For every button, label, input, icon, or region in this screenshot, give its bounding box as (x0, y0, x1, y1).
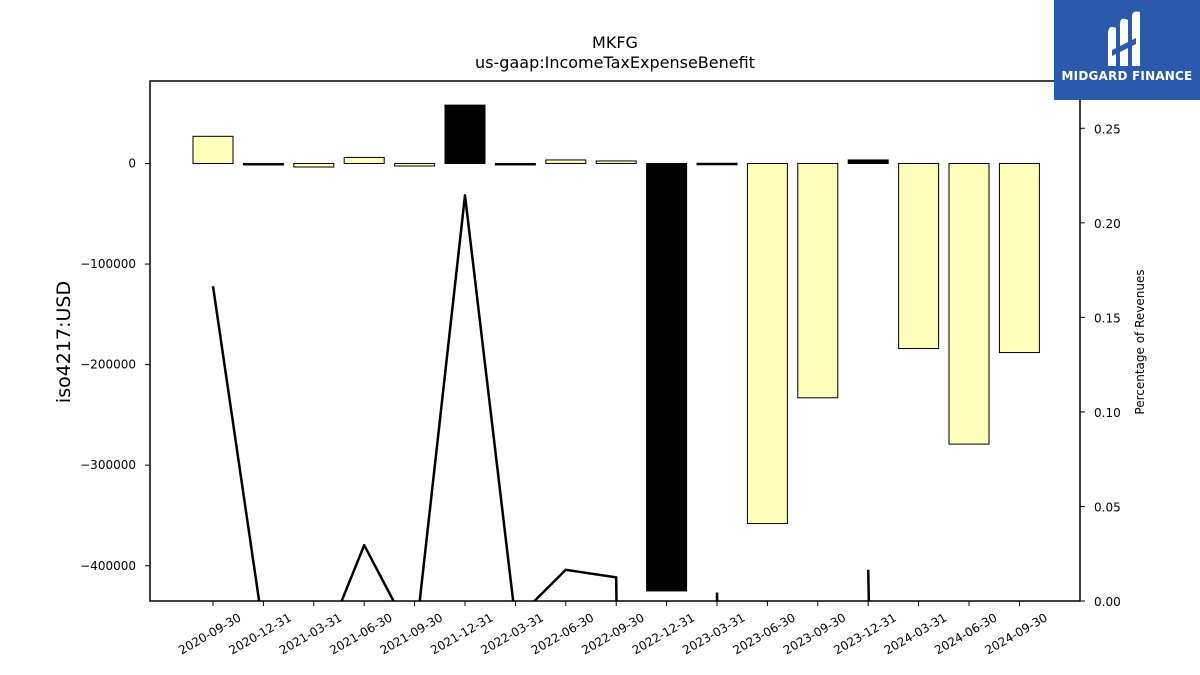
bar-2023-09-30 (797, 162, 839, 399)
bar-2021-03-31 (293, 162, 335, 168)
plot-frame (149, 80, 1081, 602)
chart-title: MKFG (592, 33, 638, 52)
bar-2020-12-31 (242, 162, 284, 166)
logo-text: MIDGARD FINANCE (1061, 69, 1193, 83)
midgard-logo-icon (1108, 11, 1140, 67)
y2-tick-label: 0.15 (1094, 311, 1121, 325)
bar-2023-03-31 (696, 162, 738, 166)
bar-2022-09-30 (595, 160, 637, 164)
bar-2022-12-31 (646, 162, 688, 592)
y2-axis-label: Percentage of Revenues (1133, 269, 1147, 414)
bar-2022-06-30 (545, 159, 587, 164)
bar-2021-09-30 (394, 162, 436, 167)
midgard-finance-logo: MIDGARD FINANCE (1054, 0, 1200, 100)
percentage-line-segment-1 (340, 543, 395, 601)
percentage-line-segment-2 (418, 194, 515, 601)
bars-layer (192, 104, 1040, 592)
y-tick-label: −200000 (80, 358, 136, 372)
y2-tick-label: 0.10 (1094, 406, 1121, 420)
bar-2024-06-30 (948, 162, 990, 445)
bar-2023-12-31 (847, 159, 889, 164)
percentage-line-segment-3 (532, 568, 618, 601)
bar-2020-09-30 (192, 135, 234, 164)
percentage-line-segment-0 (211, 286, 261, 601)
bar-2021-06-30 (343, 156, 385, 164)
y-axis-label: iso4217:USD (53, 281, 75, 403)
y2-tick-label: 0.25 (1094, 122, 1121, 136)
bar-2021-12-31 (444, 104, 486, 164)
bar-2023-06-30 (746, 162, 788, 525)
y-tick-label: −100000 (80, 257, 136, 271)
chart-subtitle: us-gaap:IncomeTaxExpenseBenefit (475, 53, 755, 72)
y2-tick-label: 0.20 (1094, 217, 1121, 231)
y2-tick-label: 0.05 (1094, 500, 1121, 514)
y-tick-label: 0 (128, 156, 136, 170)
y2-tick-label: 0.00 (1094, 595, 1121, 609)
bar-2022-03-31 (494, 162, 536, 166)
y-tick-label: −300000 (80, 458, 136, 472)
percentage-line-segment-5 (866, 569, 871, 601)
bar-2024-09-30 (998, 162, 1040, 354)
bar-2024-03-31 (898, 162, 940, 350)
y-tick-label: −400000 (80, 559, 136, 573)
percentage-line-layer (211, 194, 871, 601)
